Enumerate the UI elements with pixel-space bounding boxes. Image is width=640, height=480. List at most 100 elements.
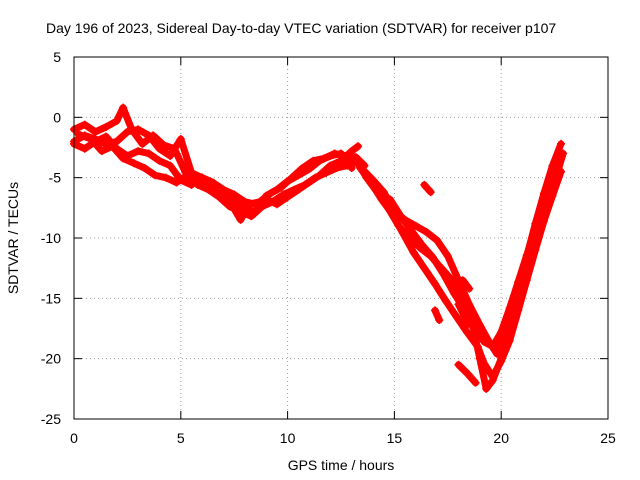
data-point: [439, 270, 448, 279]
data-point: [557, 154, 566, 163]
series-fragment-1: [420, 180, 435, 197]
data-point: [356, 164, 365, 173]
data-point: [514, 277, 523, 286]
data-point: [430, 306, 439, 315]
data-point: [539, 197, 548, 206]
data-point: [347, 153, 356, 162]
data-point: [294, 171, 303, 180]
data-point: [134, 125, 143, 134]
data-point: [236, 207, 245, 216]
data-point: [531, 246, 540, 255]
data-point: [497, 328, 506, 337]
y-tick-label: -5: [49, 170, 62, 186]
data-point: [102, 122, 111, 131]
data-point: [548, 176, 557, 185]
x-tick-label: 10: [280, 430, 296, 446]
data-point: [480, 337, 489, 346]
series-band: [459, 276, 473, 293]
data-point: [87, 135, 96, 144]
x-axis-title: GPS time / hours: [288, 457, 395, 473]
data-point: [386, 195, 395, 204]
data-point: [492, 349, 501, 358]
y-axis-title: SDTVAR / TECUs: [5, 182, 21, 294]
data-point: [531, 224, 540, 233]
data-point: [497, 357, 506, 366]
series-band: [74, 130, 362, 220]
data-point: [208, 178, 217, 187]
data-point: [225, 202, 234, 211]
data-point: [123, 127, 132, 136]
data-point: [505, 336, 514, 345]
data-series: [70, 103, 568, 393]
data-point: [108, 142, 117, 151]
data-point: [473, 342, 482, 351]
data-point: [332, 164, 341, 173]
data-point: [443, 252, 452, 261]
data-point: [418, 241, 427, 250]
data-point: [279, 190, 288, 199]
data-point: [176, 135, 185, 144]
data-point: [366, 178, 375, 187]
data-point: [290, 185, 299, 194]
data-point: [463, 320, 472, 329]
y-tick-label: 0: [53, 109, 61, 125]
data-point: [300, 180, 309, 189]
data-point: [463, 328, 472, 337]
data-point: [354, 142, 363, 151]
series-band: [356, 164, 565, 381]
data-point: [435, 316, 444, 325]
data-point: [304, 165, 313, 174]
x-tick-label: 20: [493, 430, 509, 446]
data-point: [450, 289, 459, 298]
data-point: [155, 156, 164, 165]
data-point: [155, 144, 164, 153]
series-band: [420, 181, 435, 196]
x-tick-label: 15: [387, 430, 403, 446]
data-point: [80, 120, 89, 129]
data-point: [488, 342, 497, 351]
data-point: [198, 173, 207, 182]
data-point: [398, 229, 407, 238]
data-point: [465, 284, 474, 293]
data-point: [454, 300, 463, 309]
series-track-d: [74, 130, 363, 221]
x-tick-labels: 0 5 10 15 20 25: [70, 430, 616, 446]
data-point: [458, 276, 467, 285]
data-point: [482, 384, 491, 393]
data-point: [471, 325, 480, 334]
data-point: [452, 312, 461, 321]
data-point: [268, 197, 277, 206]
data-point: [97, 147, 106, 156]
data-point: [204, 185, 213, 194]
y-tick-label: -10: [41, 230, 61, 246]
x-tick-label: 5: [177, 430, 185, 446]
data-point: [80, 144, 89, 153]
data-point: [428, 253, 437, 262]
data-point: [396, 212, 405, 221]
data-point: [144, 131, 153, 140]
data-point: [311, 173, 320, 182]
data-point: [420, 264, 429, 273]
data-point: [144, 149, 153, 158]
data-point: [166, 151, 175, 160]
series-fragment-3: [454, 300, 472, 329]
data-point: [236, 215, 245, 224]
chart-title: Day 196 of 2023, Sidereal Day-to-day VTE…: [46, 20, 556, 36]
data-point: [140, 164, 149, 173]
data-point: [433, 236, 442, 245]
x-tick-label: 0: [70, 430, 78, 446]
data-point: [219, 185, 228, 194]
data-point: [505, 303, 514, 312]
y-tick-label: -20: [41, 351, 61, 367]
data-point: [102, 132, 111, 141]
data-point: [480, 359, 489, 368]
data-point: [488, 372, 497, 381]
series-fragment-2: [430, 306, 444, 325]
data-point: [514, 306, 523, 315]
data-point: [465, 300, 474, 309]
y-tick-labels: -25 -20 -15 -10 -5 0 5: [41, 49, 61, 427]
y-tick-label: 5: [53, 49, 61, 65]
data-point: [91, 127, 100, 136]
data-point: [151, 171, 160, 180]
